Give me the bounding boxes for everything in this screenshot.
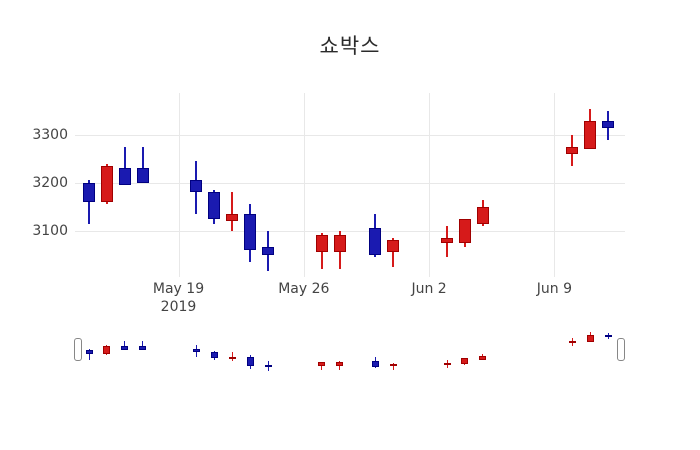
candle-body	[369, 228, 382, 255]
mini-candle-body	[461, 358, 469, 365]
x-gridline	[554, 93, 556, 277]
candle-body	[387, 240, 400, 253]
candle-body	[118, 168, 131, 186]
mini-candle-body	[586, 334, 594, 342]
x-gridline	[178, 93, 180, 277]
mini-candle-wick	[88, 349, 90, 360]
mini-candle-body	[246, 357, 254, 366]
candle-body	[226, 213, 239, 222]
candle-body	[458, 218, 471, 243]
candle-body	[566, 146, 579, 155]
candle-wick	[123, 146, 126, 186]
candle-wick	[141, 146, 144, 183]
mini-candle-body	[479, 355, 487, 360]
candle-body	[100, 166, 113, 202]
candle-body	[262, 247, 274, 255]
x-gridline	[303, 93, 305, 277]
mini-candle-body	[604, 334, 612, 337]
mini-candle-body	[568, 341, 576, 344]
mini-candle-body	[103, 345, 111, 355]
x-tick-label: Jun 9	[536, 281, 572, 297]
chart-title: 쇼박스	[319, 34, 381, 58]
candle-body	[136, 168, 149, 183]
x-tick-label: Jun 2	[411, 281, 447, 297]
mini-candle-body	[85, 349, 93, 355]
mini-candle-wick	[392, 362, 394, 370]
y-tick-label: 3300	[32, 127, 68, 143]
mini-candle-body	[139, 346, 147, 350]
y-tick-label: 3200	[32, 174, 68, 191]
x-gridline	[429, 93, 431, 277]
mini-candle-body	[210, 352, 218, 359]
candle-body	[584, 120, 597, 150]
y-tick-label: 3100	[32, 222, 68, 239]
mini-candle-body	[318, 362, 326, 367]
mini-candle-body	[443, 362, 451, 365]
x-tick-sublabel: 2019	[160, 299, 197, 315]
candle-wick	[231, 192, 234, 231]
mini-candle-body	[121, 346, 129, 351]
mini-candle-body	[228, 357, 236, 360]
mini-candle-body	[336, 362, 344, 367]
candle-wick	[392, 237, 395, 267]
x-tick-label: May 19	[152, 281, 205, 297]
candle-body	[602, 120, 615, 128]
candle-body	[190, 180, 203, 193]
candle-body	[315, 235, 328, 253]
candle-body	[244, 213, 257, 250]
mini-candle-body	[192, 349, 200, 353]
candle-body	[83, 182, 95, 202]
mini-candle-body	[371, 360, 379, 367]
rangeslider-left-handle[interactable]	[74, 338, 82, 361]
x-tick-label: May 26	[278, 281, 330, 297]
mini-candle-wick	[231, 352, 233, 362]
y-gridline	[75, 135, 625, 136]
candle-body	[333, 235, 346, 253]
y-gridline	[75, 182, 625, 184]
y-gridline	[75, 230, 625, 232]
mini-candle-body	[264, 365, 272, 368]
rangeslider-right-handle[interactable]	[617, 338, 625, 361]
mini-candle-wick	[124, 341, 126, 351]
candle-body	[208, 192, 221, 219]
mini-candle-body	[389, 363, 397, 367]
candle-wick	[88, 180, 90, 224]
candle-body	[441, 237, 453, 243]
mini-candle-wick	[142, 341, 144, 350]
rangeslider-track[interactable]	[75, 329, 625, 375]
candle-body	[476, 206, 489, 224]
